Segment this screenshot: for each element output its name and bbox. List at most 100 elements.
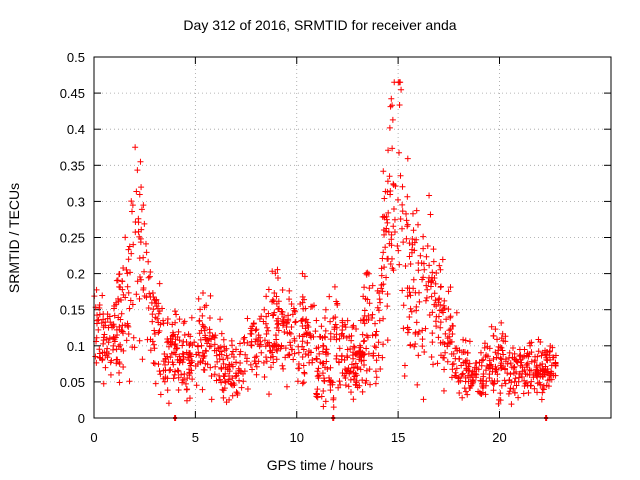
data-point	[426, 262, 433, 269]
data-point	[400, 302, 407, 309]
data-point	[385, 228, 392, 235]
data-point	[507, 360, 514, 367]
data-point	[160, 358, 167, 365]
data-point	[128, 208, 135, 215]
data-point	[365, 350, 372, 357]
data-point	[160, 375, 167, 382]
data-point	[285, 352, 292, 359]
data-point	[502, 333, 509, 340]
data-point	[322, 306, 329, 313]
data-point	[133, 188, 140, 195]
data-point	[361, 361, 368, 368]
data-point	[453, 309, 460, 316]
data-point	[437, 266, 444, 273]
data-point	[206, 343, 213, 350]
data-point	[419, 343, 426, 350]
data-point	[537, 339, 544, 346]
data-point	[482, 367, 489, 374]
data-point	[542, 347, 549, 354]
data-point	[298, 318, 305, 325]
data-point	[416, 328, 423, 335]
data-point	[384, 219, 391, 226]
data-point	[360, 338, 367, 345]
y-tick-label: 0.15	[60, 303, 85, 318]
data-point	[181, 371, 188, 378]
data-point	[487, 361, 494, 368]
data-point	[300, 379, 307, 386]
data-point	[389, 102, 396, 109]
data-point	[398, 86, 405, 93]
data-point	[511, 355, 518, 362]
data-point	[386, 240, 393, 247]
data-point	[488, 323, 495, 330]
data-point	[301, 369, 308, 376]
data-point	[448, 374, 455, 381]
data-point	[129, 344, 136, 351]
data-point	[99, 356, 106, 363]
data-point	[217, 316, 224, 323]
data-point	[272, 342, 279, 349]
data-point	[179, 379, 186, 386]
y-tick-label: 0	[78, 411, 85, 426]
data-point	[103, 336, 110, 343]
data-point	[428, 354, 435, 361]
data-point	[413, 207, 420, 214]
data-point	[320, 388, 327, 395]
data-point	[116, 323, 123, 330]
data-point	[286, 296, 293, 303]
data-point	[135, 215, 142, 222]
data-point	[498, 344, 505, 351]
data-point	[295, 349, 302, 356]
data-point	[331, 326, 338, 333]
data-point	[410, 227, 417, 234]
data-point	[279, 362, 286, 369]
data-point	[402, 262, 409, 269]
data-point	[500, 351, 507, 358]
data-point	[236, 367, 243, 374]
data-point	[452, 369, 459, 376]
data-point	[306, 359, 313, 366]
data-point	[149, 311, 156, 318]
data-point	[237, 359, 244, 366]
data-point	[538, 352, 545, 359]
data-point	[456, 389, 463, 396]
data-point	[349, 324, 356, 331]
data-point	[294, 378, 301, 385]
data-point	[494, 378, 501, 385]
data-point	[379, 255, 386, 262]
data-point	[126, 305, 133, 312]
data-point	[178, 371, 185, 378]
data-point	[255, 332, 262, 339]
data-point	[403, 217, 410, 224]
data-point	[413, 319, 420, 326]
data-point	[152, 380, 159, 387]
data-point	[442, 330, 449, 337]
data-point	[207, 364, 214, 371]
data-point	[354, 363, 361, 370]
data-point	[420, 274, 427, 281]
data-point	[506, 349, 513, 356]
data-point	[129, 301, 136, 308]
data-point	[162, 361, 169, 368]
x-tick-label: 15	[391, 430, 405, 445]
data-point	[372, 368, 379, 375]
y-tick-label: 0.35	[60, 158, 85, 173]
data-point	[432, 297, 439, 304]
data-point	[321, 315, 328, 322]
data-point	[459, 371, 466, 378]
data-point	[250, 320, 257, 327]
data-point	[492, 326, 499, 333]
data-point	[494, 336, 501, 343]
data-point	[443, 316, 450, 323]
data-point	[344, 352, 351, 359]
data-point	[99, 292, 106, 299]
data-point	[304, 329, 311, 336]
data-point	[212, 363, 219, 370]
data-point	[407, 261, 414, 268]
data-point	[528, 367, 535, 374]
data-point	[441, 366, 448, 373]
data-point	[425, 278, 432, 285]
data-point	[384, 303, 391, 310]
data-point	[404, 329, 411, 336]
data-point	[380, 168, 387, 175]
